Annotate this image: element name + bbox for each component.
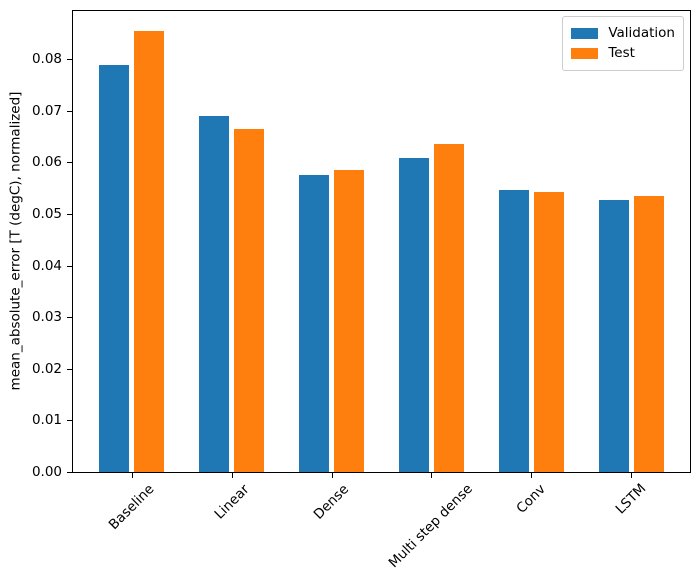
y-tick-label: 0.04 bbox=[31, 257, 62, 274]
y-tick-label: 0.08 bbox=[31, 51, 62, 68]
bar-test-conv bbox=[533, 192, 564, 472]
x-tick-mark bbox=[331, 473, 333, 478]
legend-item-test: Test bbox=[571, 45, 675, 62]
x-tick-label-linear: Linear bbox=[211, 481, 253, 522]
bar-validation-multi-step-dense bbox=[398, 157, 429, 472]
bar-validation-lstm bbox=[598, 199, 629, 472]
bar-test-baseline bbox=[134, 30, 165, 472]
bar-validation-dense bbox=[299, 175, 330, 472]
x-tick-label-dense: Dense bbox=[310, 481, 353, 523]
bar-test-linear bbox=[234, 129, 265, 472]
y-tick-mark bbox=[67, 368, 72, 370]
x-tick-mark bbox=[431, 473, 433, 478]
validation-series-swatch-icon bbox=[571, 28, 599, 39]
legend: Validation Test bbox=[562, 16, 684, 71]
y-tick-mark bbox=[67, 265, 72, 267]
plot-area bbox=[72, 10, 691, 473]
y-tick-label: 0.03 bbox=[31, 309, 62, 326]
y-tick-label: 0.01 bbox=[31, 412, 62, 429]
y-axis-label: mean_absolute_error [T (degC), normalize… bbox=[6, 91, 23, 391]
y-tick-mark bbox=[67, 420, 72, 422]
y-tick-mark bbox=[67, 472, 72, 473]
y-tick-mark bbox=[67, 317, 72, 319]
x-tick-label-conv: Conv bbox=[513, 480, 550, 517]
bar-test-multi-step-dense bbox=[433, 143, 464, 472]
x-tick-mark bbox=[231, 473, 233, 478]
legend-label-validation: Validation bbox=[608, 25, 675, 41]
x-tick-mark bbox=[531, 473, 533, 478]
bar-validation-linear bbox=[199, 116, 230, 472]
bar-test-lstm bbox=[633, 195, 664, 472]
x-tick-label-lstm: LSTM bbox=[612, 480, 650, 518]
bar-validation-conv bbox=[498, 189, 529, 472]
y-tick-label: 0.00 bbox=[31, 464, 62, 480]
bar-validation-baseline bbox=[99, 64, 130, 472]
y-tick-label: 0.02 bbox=[31, 360, 62, 377]
x-tick-label-multi-step-dense: Multi step dense bbox=[386, 481, 477, 572]
x-tick-label-baseline: Baseline bbox=[106, 480, 158, 533]
test-series-swatch-icon bbox=[571, 48, 599, 59]
bar-test-dense bbox=[334, 170, 365, 472]
y-tick-mark bbox=[67, 59, 72, 61]
x-tick-mark bbox=[631, 473, 633, 478]
y-tick-mark bbox=[67, 162, 72, 164]
y-tick-mark bbox=[67, 213, 72, 215]
x-tick-mark bbox=[131, 473, 133, 478]
y-tick-label: 0.06 bbox=[31, 154, 62, 171]
legend-item-validation: Validation bbox=[571, 25, 675, 42]
y-tick-label: 0.05 bbox=[31, 205, 62, 222]
y-tick-label: 0.07 bbox=[31, 102, 62, 119]
legend-label-test: Test bbox=[608, 45, 635, 61]
y-tick-mark bbox=[67, 110, 72, 112]
